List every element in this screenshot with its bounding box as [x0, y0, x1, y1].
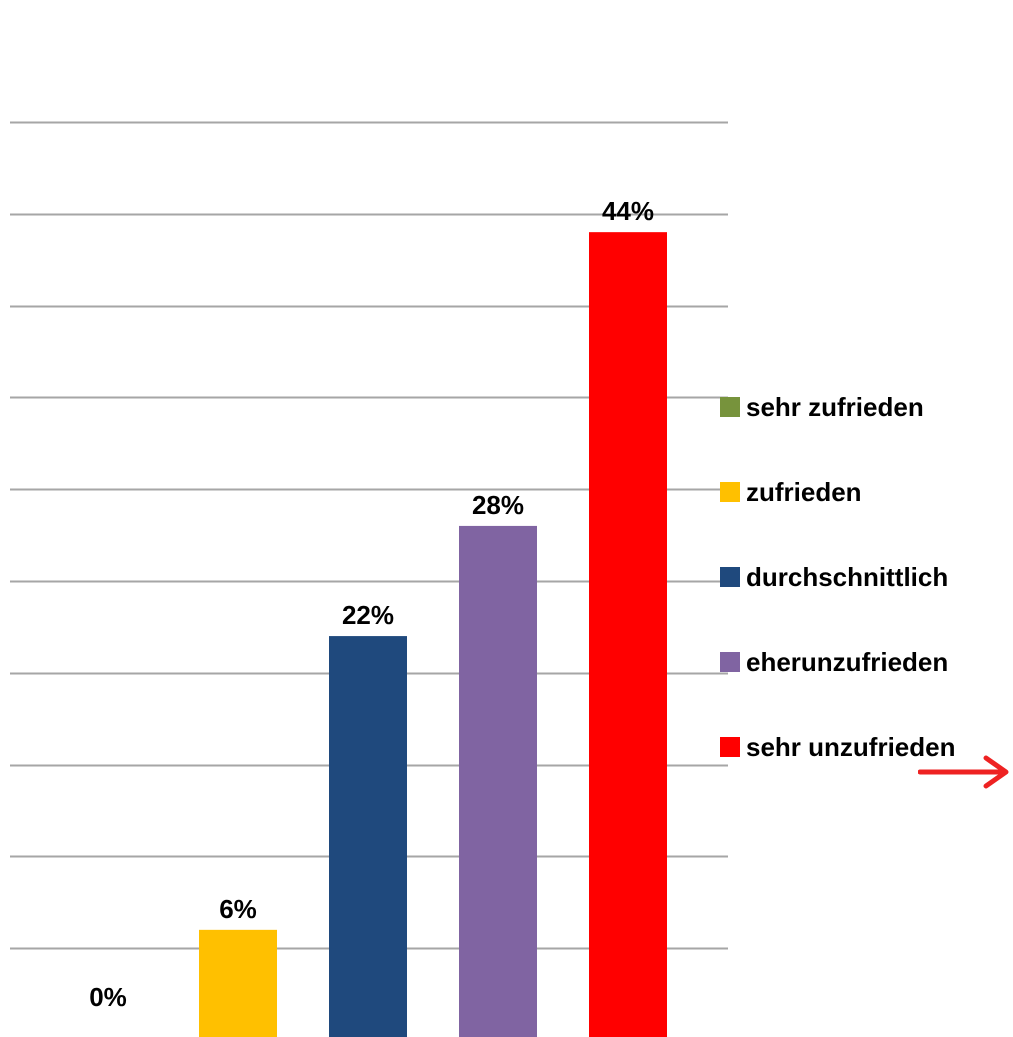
arrow-right-icon	[918, 755, 1009, 789]
data-label-4: 28%	[472, 490, 524, 520]
legend-item: eherunzufrieden	[720, 647, 948, 677]
legend-swatch	[720, 482, 740, 502]
legend-label: zufrieden	[746, 477, 862, 507]
legend-item: sehr zufrieden	[720, 392, 924, 422]
data-label-2: 6%	[219, 894, 257, 924]
bar-3	[329, 636, 407, 1037]
bar-5	[589, 232, 667, 1037]
legend-item: sehr unzufrieden	[720, 732, 955, 762]
legend-label: durchschnittlich	[746, 562, 949, 592]
bar-2	[199, 929, 277, 1037]
data-label-5: 44%	[602, 196, 654, 226]
legend-label: eherunzufrieden	[746, 647, 949, 677]
data-label-3: 22%	[342, 600, 394, 630]
data-label-1: 0%	[89, 982, 127, 1012]
legend-label: sehr unzufrieden	[746, 732, 956, 762]
legend-item: durchschnittlich	[720, 562, 948, 592]
legend-label: sehr zufrieden	[746, 392, 924, 422]
legend-swatch	[720, 737, 740, 757]
legend-swatch	[720, 652, 740, 672]
legend-swatch	[720, 567, 740, 587]
bar-4	[459, 525, 537, 1037]
legend-swatch	[720, 397, 740, 417]
legend-item: zufrieden	[720, 477, 862, 507]
